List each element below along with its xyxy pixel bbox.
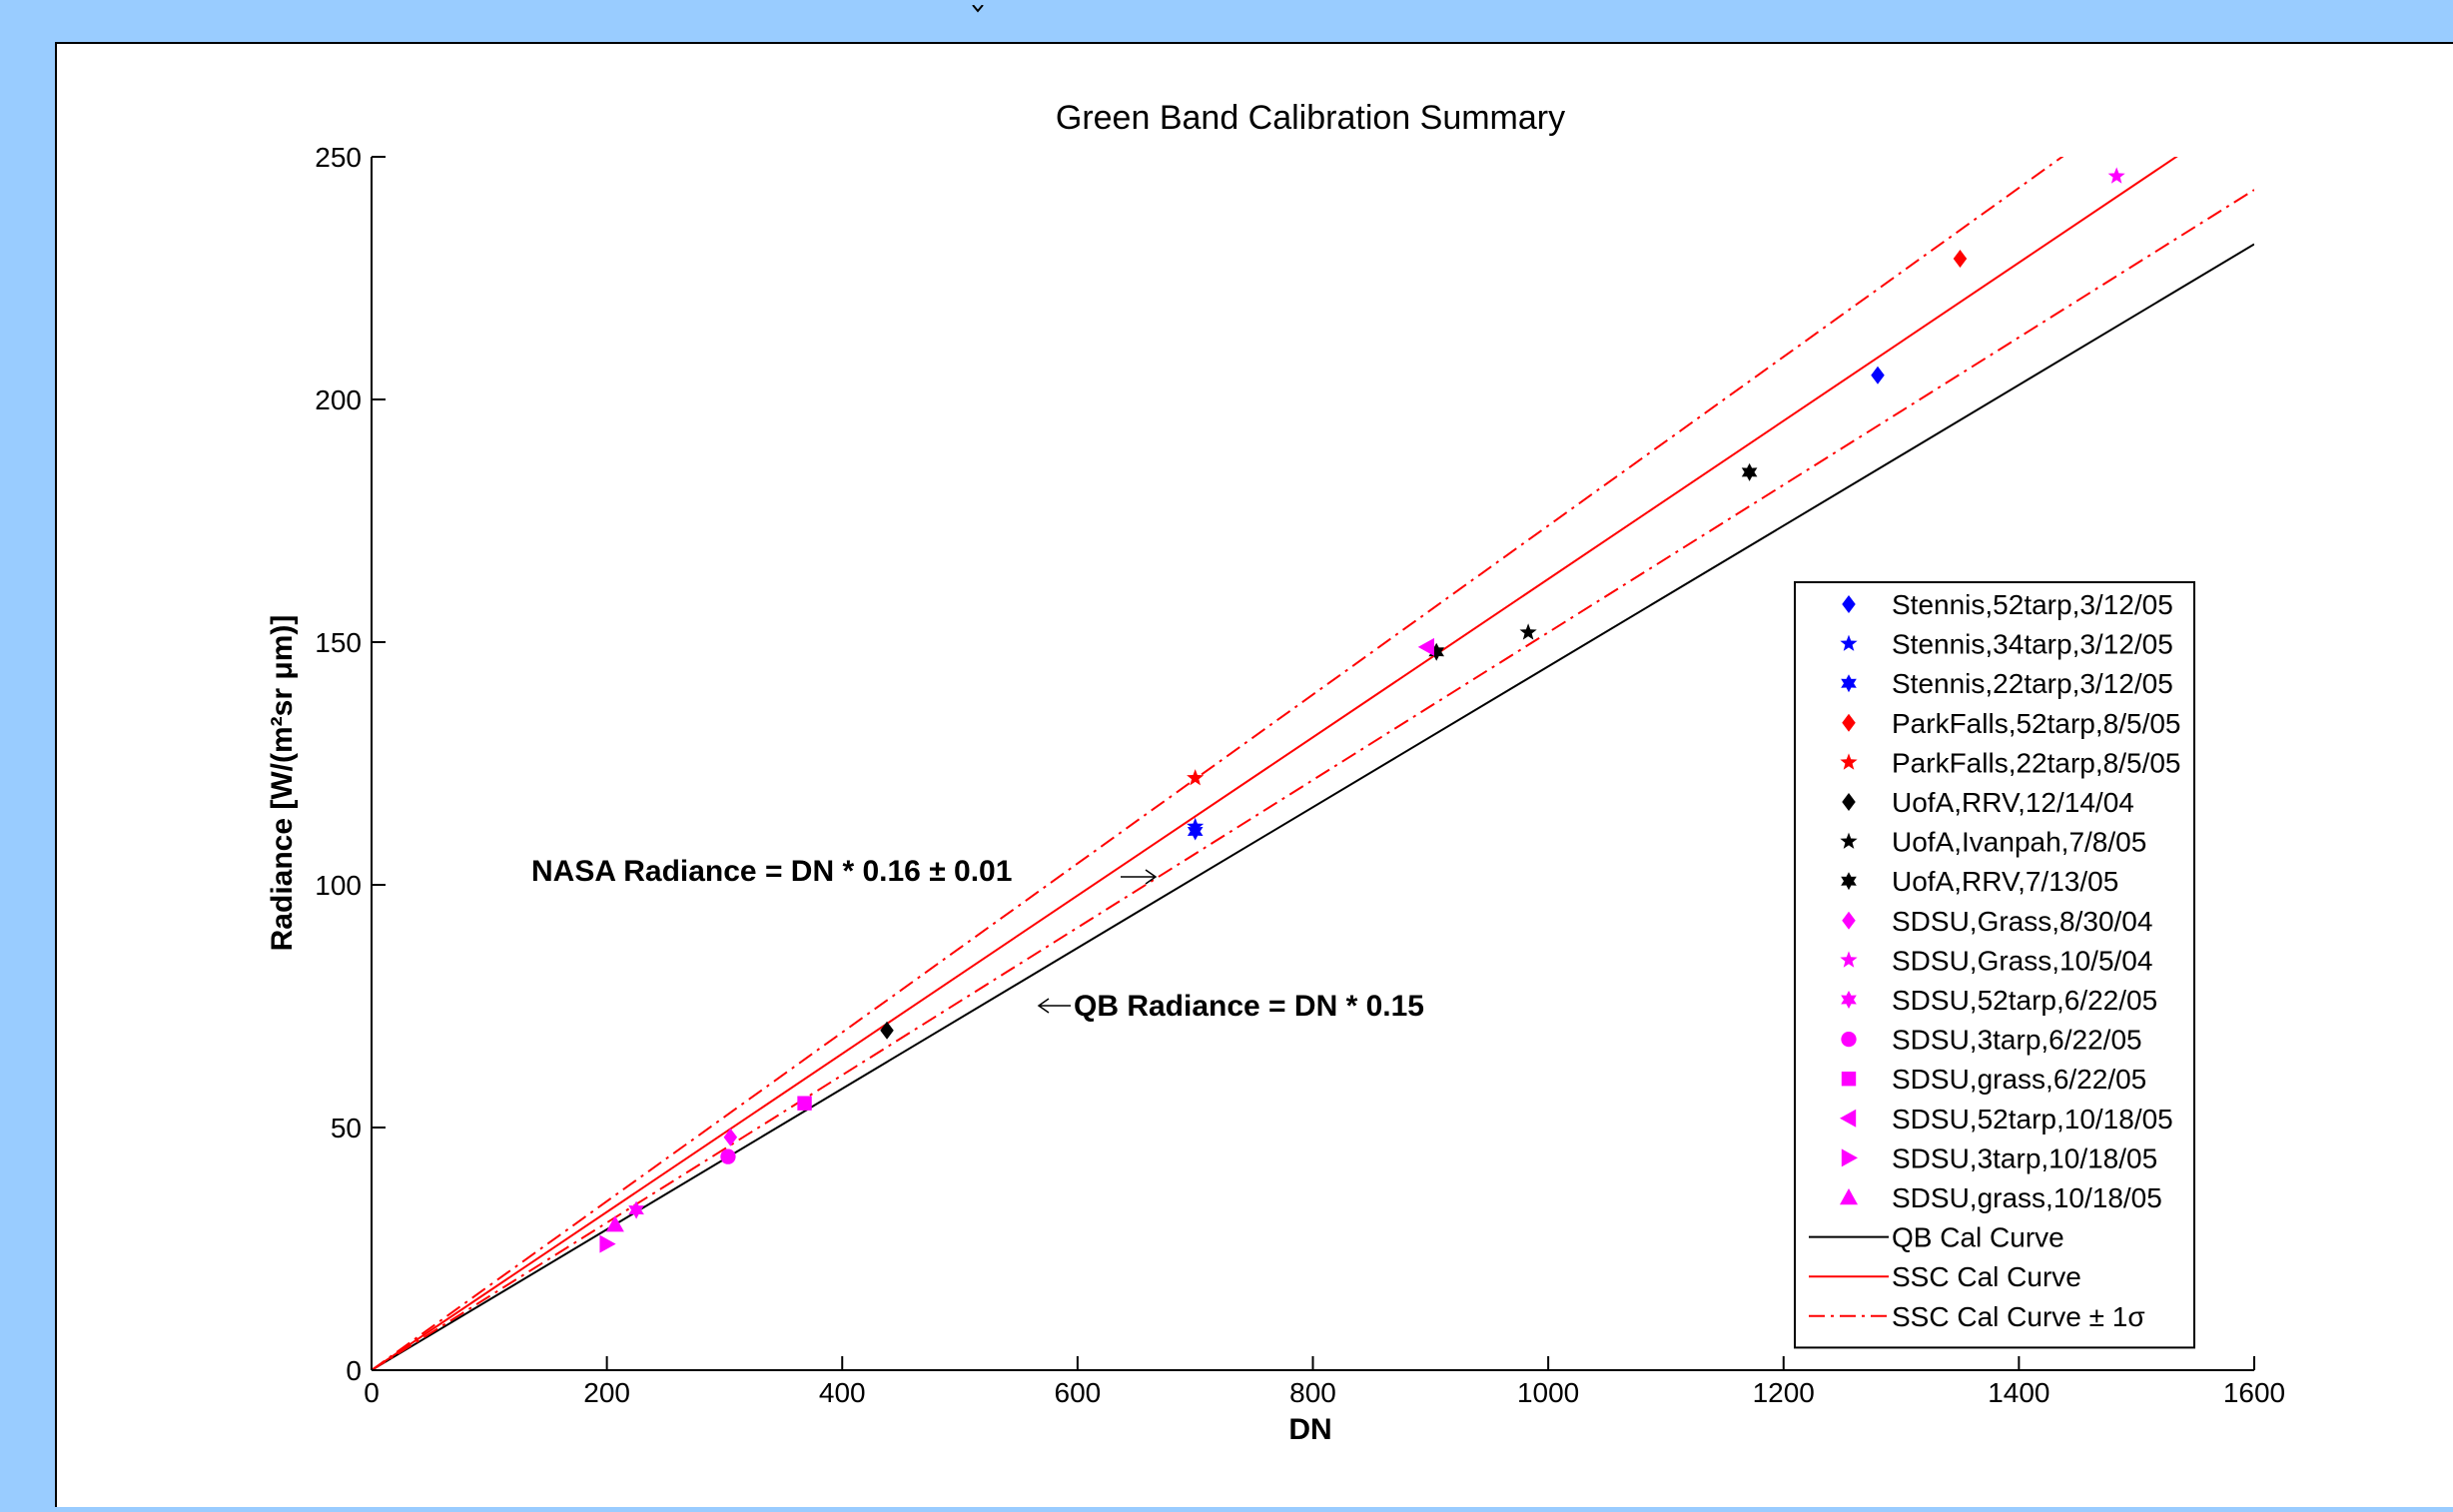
fit-line-qb-cal-curve [372, 243, 2254, 1370]
legend-label-qb-cal-curve: QB Cal Curve [1892, 1222, 2064, 1253]
fit-line-ssc-cal-curve-1 [372, 157, 2064, 1370]
legend-label-sdsu-grass-10-5-04: SDSU,Grass,10/5/04 [1892, 945, 2152, 976]
x-tick-label-0: 0 [364, 1377, 380, 1408]
y-tick-label-100: 100 [315, 870, 362, 901]
legend-marker-sdsu-grass-10-18-05 [1840, 1188, 1858, 1205]
y-tick-label-200: 200 [315, 384, 362, 415]
x-tick-label-800: 800 [1289, 1377, 1336, 1408]
window-edge-mark [969, 0, 987, 13]
legend-label-parkfalls-22tarp-8-5-05: ParkFalls,22tarp,8/5/05 [1892, 747, 2181, 778]
point-sdsu-3tarp-6-22-05 [720, 1148, 736, 1164]
y-axis-label: Radiance [W/(m²sr μm)] [266, 615, 299, 952]
legend-marker-uofa-ivanpah-7-8-05 [1840, 832, 1858, 849]
legend-label-sdsu-52tarp-10-18-05: SDSU,52tarp,10/18/05 [1892, 1104, 2173, 1134]
point-sdsu-grass-10-5-04 [2107, 167, 2125, 184]
point-parkfalls-52tarp-8-5-05 [1953, 250, 1968, 269]
fit-lines [372, 157, 2254, 1370]
legend-marker-sdsu-grass-10-5-04 [1840, 951, 1858, 968]
legend-marker-stennis-22tarp-3-12-05 [1841, 674, 1857, 693]
x-tick-label-200: 200 [583, 1377, 630, 1408]
legend-marker-uofa-rrv-12-14-04 [1842, 793, 1856, 811]
x-tick-label-1600: 1600 [2223, 1377, 2285, 1408]
legend-label-uofa-ivanpah-7-8-05: UofA,Ivanpah,7/8/05 [1892, 827, 2146, 858]
legend-label-ssc-cal-curve: SSC Cal Curve [1892, 1261, 2081, 1292]
legend-label-sdsu-grass-10-18-05: SDSU,grass,10/18/05 [1892, 1182, 2162, 1213]
legend-marker-sdsu-52tarp-10-18-05 [1840, 1109, 1857, 1128]
legend-marker-stennis-34tarp-3-12-05 [1840, 634, 1858, 651]
point-stennis-52tarp-3-12-05 [1871, 366, 1885, 384]
annotations: NASA Radiance = DN * 0.16 ± 0.01 QB Radia… [531, 855, 1424, 1023]
legend-label-stennis-52tarp-3-12-05: Stennis,52tarp,3/12/05 [1892, 589, 2173, 620]
data-points [599, 167, 2125, 1253]
point-parkfalls-22tarp-8-5-05 [1187, 769, 1205, 786]
y-tick-label-150: 150 [315, 627, 362, 658]
legend-marker-sdsu-grass-6-22-05 [1841, 1072, 1857, 1087]
legend-label-uofa-rrv-12-14-04: UofA,RRV,12/14/04 [1892, 787, 2134, 818]
nasa-annotation-arrow [1121, 869, 1158, 885]
legend-label-stennis-22tarp-3-12-05: Stennis,22tarp,3/12/05 [1892, 668, 2173, 699]
point-uofa-ivanpah-7-8-05 [1519, 623, 1537, 640]
legend-label-stennis-34tarp-3-12-05: Stennis,34tarp,3/12/05 [1892, 629, 2173, 660]
legend-label-sdsu-3tarp-6-22-05: SDSU,3tarp,6/22/05 [1892, 1025, 2142, 1056]
legend-label-ssc-cal-curve-1: SSC Cal Curve ± 1σ [1892, 1301, 2145, 1332]
point-sdsu-52tarp-6-22-05 [628, 1200, 644, 1219]
nasa-annotation-text: NASA Radiance = DN * 0.16 ± 0.01 [531, 855, 1012, 888]
axes: 0 200 400 600 800 1000 1200 1400 1600 0 50 100 150 20… [315, 142, 2285, 1408]
fit-line-ssc-cal-curve [372, 157, 2178, 1370]
x-tick-label-1200: 1200 [1753, 1377, 1815, 1408]
y-tick-label-50: 50 [331, 1113, 362, 1143]
point-uofa-rrv-7-13-05-1 [1428, 642, 1444, 661]
qb-annotation-arrow [1037, 998, 1071, 1014]
legend-marker-stennis-52tarp-3-12-05 [1842, 595, 1856, 613]
y-tick-label-0: 0 [346, 1355, 362, 1386]
legend-label-sdsu-grass-6-22-05: SDSU,grass,6/22/05 [1892, 1064, 2146, 1095]
legend-marker-sdsu-3tarp-10-18-05 [1841, 1148, 1858, 1167]
legend-marker-sdsu-3tarp-6-22-05 [1841, 1031, 1857, 1048]
point-sdsu-grass-6-22-05 [797, 1096, 812, 1111]
legend-label-sdsu-3tarp-10-18-05: SDSU,3tarp,10/18/05 [1892, 1142, 2157, 1173]
figure-canvas: 0 200 400 600 800 1000 1200 1400 1600 0 50 100 150 20… [55, 42, 2453, 1507]
point-sdsu-grass-8-30-04 [723, 1128, 738, 1146]
legend: Stennis,52tarp,3/12/05 Stennis,34tarp,3/1… [1794, 581, 2195, 1349]
y-tick-label-250: 250 [315, 142, 362, 173]
legend-label-sdsu-52tarp-6-22-05: SDSU,52tarp,6/22/05 [1892, 985, 2157, 1016]
chart-title: Green Band Calibration Summary [1056, 99, 1565, 137]
x-tick-label-1400: 1400 [1988, 1377, 2049, 1408]
point-sdsu-3tarp-10-18-05 [599, 1234, 616, 1253]
legend-marker-sdsu-52tarp-6-22-05 [1841, 991, 1857, 1009]
point-uofa-rrv-7-13-05 [1741, 462, 1758, 481]
point-stennis-22tarp-3-12-05 [1187, 822, 1204, 841]
legend-marker-uofa-rrv-7-13-05 [1841, 872, 1857, 891]
x-tick-label-1000: 1000 [1517, 1377, 1579, 1408]
legend-label-uofa-rrv-7-13-05: UofA,RRV,7/13/05 [1892, 866, 2118, 897]
x-axis-label: DN [1288, 1413, 1331, 1446]
calibration-chart: 0 200 400 600 800 1000 1200 1400 1600 0 50 100 150 20… [266, 99, 2285, 1446]
qb-annotation-text: QB Radiance = DN * 0.15 [1074, 990, 1424, 1023]
x-tick-label-600: 600 [1055, 1377, 1102, 1408]
point-sdsu-52tarp-10-18-05 [1417, 637, 1434, 656]
legend-marker-sdsu-grass-8-30-04 [1842, 911, 1856, 930]
legend-box [1794, 581, 2195, 1349]
legend-label-sdsu-grass-8-30-04: SDSU,Grass,8/30/04 [1892, 906, 2152, 937]
legend-label-parkfalls-52tarp-8-5-05: ParkFalls,52tarp,8/5/05 [1892, 708, 2181, 739]
point-uofa-rrv-12-14-04 [880, 1021, 894, 1040]
legend-marker-parkfalls-22tarp-8-5-05 [1840, 753, 1858, 770]
x-tick-label-400: 400 [819, 1377, 866, 1408]
legend-marker-parkfalls-52tarp-8-5-05 [1842, 713, 1856, 732]
point-sdsu-grass-10-18-05 [605, 1215, 624, 1232]
